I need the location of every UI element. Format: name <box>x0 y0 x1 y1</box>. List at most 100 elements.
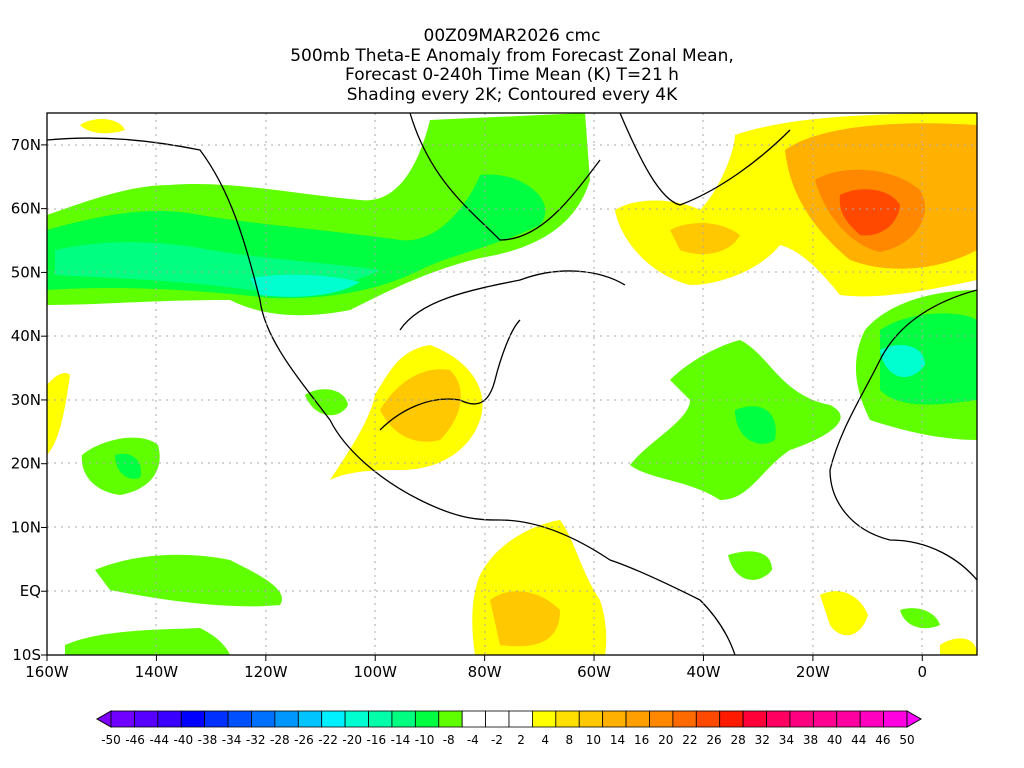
colorbar-label: -46 <box>125 733 145 747</box>
negative-anomaly-region <box>65 628 230 655</box>
plot-title: 00Z09MAR2026 cmc 500mb Theta-E Anomaly f… <box>0 27 1024 105</box>
colorbar-swatch <box>368 710 393 728</box>
lat-tick-label: 70N <box>11 136 41 154</box>
colorbar-label: 20 <box>658 733 673 747</box>
colorbar-swatch <box>110 710 135 728</box>
title-line-4: Shading every 2K; Contoured every 4K <box>346 84 678 105</box>
positive-anomaly-region <box>940 638 977 655</box>
colorbar-label: -40 <box>174 733 194 747</box>
colorbar-swatch <box>578 710 604 728</box>
colorbar-swatch <box>508 710 533 728</box>
colorbar-swatch <box>766 710 791 728</box>
map-frame <box>46 112 978 656</box>
colorbar-swatch <box>414 710 440 728</box>
colorbar-label: 16 <box>634 733 649 747</box>
colorbar-swatch <box>859 710 884 728</box>
negative-anomaly-region <box>305 389 348 416</box>
lon-tick-label: 120W <box>244 663 288 681</box>
colorbar-label: -8 <box>443 733 455 747</box>
positive-anomaly-region <box>820 591 868 636</box>
negative-anomaly-region <box>95 554 282 607</box>
colorbar-label: 22 <box>682 733 697 747</box>
colorbar-swatch <box>812 710 838 728</box>
colorbar-swatch <box>134 710 159 728</box>
colorbar-swatch <box>719 710 744 728</box>
colorbar-swatch <box>742 710 767 728</box>
anomaly-shading <box>47 113 977 655</box>
colorbar-label: -50 <box>101 733 121 747</box>
colorbar-label: 46 <box>875 733 890 747</box>
negative-anomaly-region <box>880 345 925 377</box>
lon-tick-label: 20W <box>796 663 830 681</box>
colorbar-label: 10 <box>586 733 601 747</box>
positive-anomaly-region <box>80 118 125 134</box>
colorbar-label: -4 <box>467 733 479 747</box>
colorbar-label: -26 <box>294 733 314 747</box>
colorbar-label: 8 <box>565 733 573 747</box>
lat-tick-label: 30N <box>11 391 41 409</box>
colorbar-swatch <box>625 710 650 728</box>
colorbar-label: 34 <box>779 733 794 747</box>
lon-tick-label: 80W <box>468 663 502 681</box>
colorbar-swatch <box>649 710 674 728</box>
colorbar-swatch <box>883 710 908 728</box>
colorbar-label: -34 <box>222 733 242 747</box>
lon-tick-label: 160W <box>25 663 69 681</box>
colorbar-label: 14 <box>610 733 625 747</box>
colorbar-swatch <box>438 710 463 728</box>
colorbar-swatch <box>485 710 510 728</box>
positive-anomaly-region <box>670 223 740 255</box>
negative-anomaly-region <box>728 551 772 580</box>
colorbar-swatch <box>344 710 369 728</box>
lon-tick-label: 0 <box>918 663 928 681</box>
colorbar-label: -2 <box>491 733 503 747</box>
colorbar-label: -28 <box>270 733 290 747</box>
lat-tick-label: 10S <box>12 646 41 664</box>
colorbar-label: -22 <box>318 733 338 747</box>
colorbar-label: 32 <box>755 733 770 747</box>
axis-labels: 160W 140W 120W 100W 80W 60W 40W 20W 0 70N 60N 50N 40… <box>11 136 927 681</box>
graticule <box>47 113 977 655</box>
title-line-1: 00Z09MAR2026 cmc <box>423 26 601 46</box>
lat-tick-label: 20N <box>11 455 41 473</box>
colorbar-label: 2 <box>517 733 525 747</box>
lon-tick-label: 100W <box>354 663 398 681</box>
lat-tick-label: 10N <box>11 518 41 536</box>
colorbar-swatch <box>602 710 627 728</box>
colorbar-swatch <box>297 710 323 728</box>
colorbar-swatch <box>227 710 252 728</box>
colorbar-label: -38 <box>198 733 218 747</box>
negative-anomaly-region <box>735 406 776 444</box>
negative-anomaly-region <box>250 274 360 297</box>
lat-tick-label: 40N <box>11 327 41 345</box>
colorbar-label: 26 <box>706 733 721 747</box>
positive-anomaly-region <box>839 189 900 236</box>
colorbar-swatch <box>789 710 814 728</box>
colorbar-swatch <box>391 710 416 728</box>
colorbar-label: -44 <box>149 733 169 747</box>
lat-tick-label: 50N <box>11 263 41 281</box>
negative-anomaly-region <box>115 453 141 479</box>
lon-tick-label: 60W <box>577 663 611 681</box>
positive-anomaly-region <box>490 591 560 647</box>
colorbar-label: -14 <box>391 733 411 747</box>
lon-tick-label: 140W <box>135 663 179 681</box>
colorbar-swatch <box>321 710 346 728</box>
title-line-3: Forecast 0-240h Time Mean (K) T=21 h <box>345 65 679 85</box>
colorbar-label: 38 <box>803 733 818 747</box>
colorbar-label: 40 <box>827 733 842 747</box>
colorbar-swatch <box>274 710 299 728</box>
colorbar-swatch <box>532 710 557 728</box>
positive-anomaly-region <box>380 369 461 442</box>
colorbar-label: 28 <box>731 733 746 747</box>
coastlines <box>47 113 977 655</box>
colorbar-swatch <box>180 710 206 728</box>
lon-tick-label: 40W <box>687 663 721 681</box>
negative-anomaly-region <box>900 608 940 629</box>
lat-tick-label: 60N <box>11 200 41 218</box>
colorbar-label: 44 <box>851 733 866 747</box>
colorbar-swatch <box>157 710 182 728</box>
colorbar: -50 -46 -44 -40 -38 -34 -32 -28 -26 -22 -20 -16 -14-… <box>95 710 923 747</box>
colorbar-high-triangle <box>906 710 923 728</box>
colorbar-swatch <box>204 710 229 728</box>
